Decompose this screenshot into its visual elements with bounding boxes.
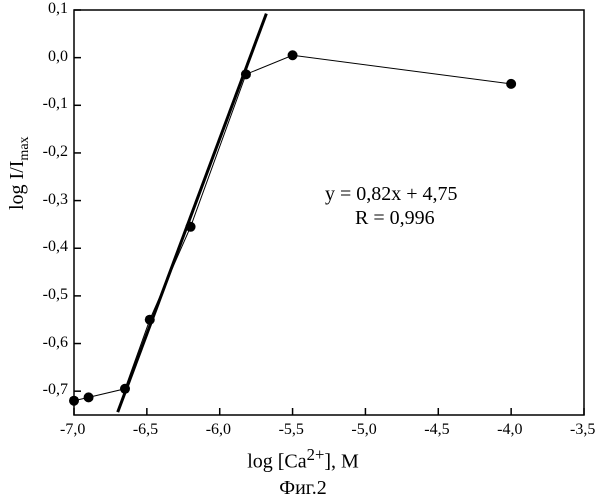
y-tick-label: -0,1 bbox=[43, 95, 68, 113]
fit-r: R = 0,996 bbox=[355, 207, 435, 230]
y-tick-label: 0,1 bbox=[48, 0, 68, 18]
fit-equation: y = 0,82x + 4,75 bbox=[325, 183, 458, 206]
x-tick-label: -3,5 bbox=[570, 421, 595, 439]
x-tick-label: -4,5 bbox=[424, 421, 449, 439]
y-tick-label: -0,2 bbox=[43, 143, 68, 161]
y-tick-label: 0,0 bbox=[48, 48, 68, 66]
x-tick-label: -7,0 bbox=[60, 421, 85, 439]
y-tick-label: -0,5 bbox=[43, 286, 68, 304]
x-tick-label: -4,0 bbox=[497, 421, 522, 439]
y-tick-label: -0,3 bbox=[43, 191, 68, 209]
y-tick-label: -0,7 bbox=[43, 381, 68, 399]
x-tick-label: -5,5 bbox=[279, 421, 304, 439]
y-axis-label: log I/Imax bbox=[6, 136, 33, 210]
x-axis-label: log [Ca2+], M bbox=[0, 445, 606, 474]
x-tick-label: -6,5 bbox=[133, 421, 158, 439]
y-tick-label: -0,4 bbox=[43, 238, 68, 256]
x-tick-label: -5,0 bbox=[351, 421, 376, 439]
figure-caption: Фиг.2 bbox=[0, 477, 606, 500]
y-tick-label: -0,6 bbox=[43, 334, 68, 352]
x-tick-label: -6,0 bbox=[206, 421, 231, 439]
